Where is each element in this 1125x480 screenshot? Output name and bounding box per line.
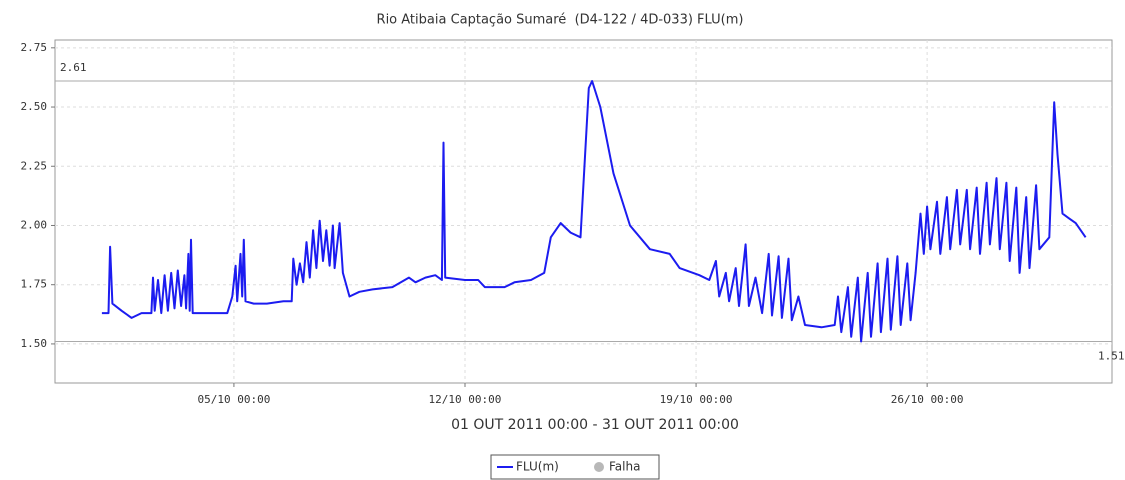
chart-title: Rio Atibaia Captação Sumaré (D4-122 / 4D… bbox=[377, 13, 744, 28]
y-tick-label: 2.00 bbox=[21, 218, 48, 231]
y-tick-label: 1.50 bbox=[21, 337, 48, 350]
data-line bbox=[101, 80, 1087, 343]
y-tick-label: 2.75 bbox=[21, 41, 48, 54]
x-tick-label: 26/10 00:00 bbox=[891, 393, 964, 406]
y-tick-label: 2.50 bbox=[21, 100, 48, 113]
x-tick-label: 12/10 00:00 bbox=[429, 393, 502, 406]
y-tick-label: 1.75 bbox=[21, 278, 48, 291]
x-axis-label: 01 OUT 2011 00:00 - 31 OUT 2011 00:00 bbox=[451, 417, 739, 433]
min-label: 1.51 bbox=[1098, 350, 1125, 363]
max-label: 2.61 bbox=[60, 61, 87, 74]
legend-label: FLU(m) bbox=[516, 460, 559, 474]
plot-area bbox=[54, 39, 1113, 384]
legend-box bbox=[490, 454, 660, 480]
legend-swatch bbox=[594, 462, 604, 472]
x-tick-label: 05/10 00:00 bbox=[197, 393, 270, 406]
legend-label: Falha bbox=[609, 460, 640, 474]
y-tick-label: 2.25 bbox=[21, 159, 48, 172]
x-tick-label: 19/10 00:00 bbox=[660, 393, 733, 406]
